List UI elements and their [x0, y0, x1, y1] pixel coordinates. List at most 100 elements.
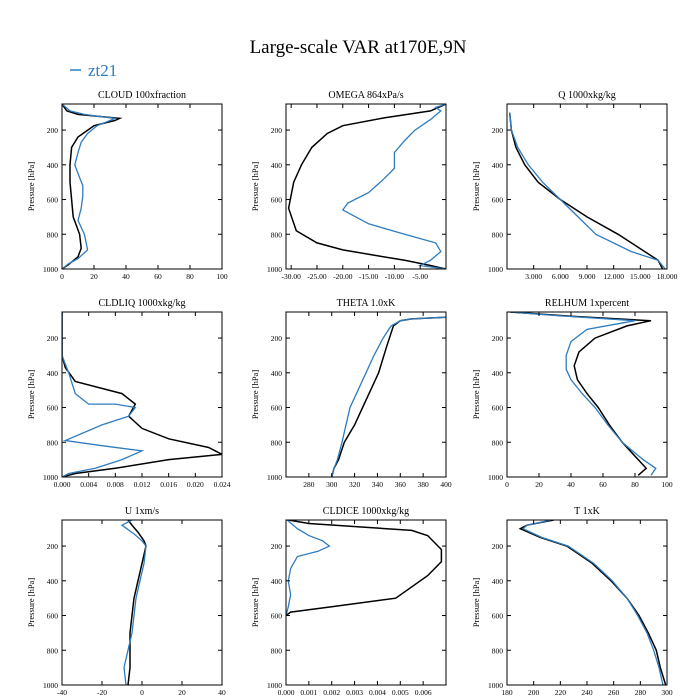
y-tick-label: 600 — [492, 612, 504, 621]
x-tick-label: 180 — [501, 688, 513, 697]
y-tick-label: 800 — [47, 230, 59, 239]
plot-frame — [506, 103, 668, 270]
x-tick-label: -5.00 — [412, 272, 428, 281]
x-tick-label: -10.00 — [385, 272, 405, 281]
x-tick-label: 18.000 — [657, 272, 678, 281]
panel-title: OMEGA 864xPa/s — [328, 90, 403, 101]
x-tick-label: 20 — [535, 480, 543, 489]
y-tick-label: 1000 — [267, 473, 282, 482]
x-tick-label: 260 — [608, 688, 620, 697]
x-tick-label: 0.003 — [346, 688, 363, 697]
x-tick-label: 300 — [326, 480, 338, 489]
y-tick-label: 200 — [271, 334, 283, 343]
x-tick-label: 40 — [122, 272, 130, 281]
x-tick-label: 40 — [567, 480, 575, 489]
panel-title: CLOUD 100xfraction — [98, 90, 186, 101]
chart-panel-4: CLDLIQ 1000xkg/kg 0.000 0.004 0.008 0.012 0.0… — [26, 298, 231, 489]
y-tick-label: 400 — [492, 161, 504, 170]
x-tick-label: 0.024 — [214, 480, 231, 489]
y-axis-label: Pressure [hPa] — [250, 162, 260, 212]
series-line-black — [286, 520, 443, 617]
x-tick-label: 280 — [635, 688, 647, 697]
x-tick-label: 12.000 — [603, 272, 624, 281]
y-axis-label: Pressure [hPa] — [26, 162, 36, 212]
y-tick-label: 200 — [492, 334, 504, 343]
y-tick-label: 600 — [271, 404, 283, 413]
x-tick-label: 20 — [178, 688, 186, 697]
x-tick-label: 0.001 — [300, 688, 317, 697]
y-tick-label: 1000 — [488, 473, 503, 482]
series-line-black — [510, 312, 652, 476]
x-tick-label: 20 — [90, 272, 98, 281]
panel-title: CLDICE 1000xkg/kg — [323, 506, 409, 517]
x-tick-label: 0.020 — [187, 480, 204, 489]
y-tick-label: 1000 — [43, 681, 58, 690]
series-line-black — [62, 312, 222, 477]
panel-title: RELHUM 1xpercent — [545, 298, 629, 309]
chart-panel-1: CLOUD 100xfraction 0 20 40 60 80 100 200 400 600 8… — [26, 90, 228, 281]
panel-title: THETA 1.0xK — [337, 298, 396, 309]
series-line-blue — [331, 316, 446, 477]
chart-panel-7: U 1xm/s -40 -20 0 20 40 200 400 600 800 1000 Pressu… — [26, 506, 226, 697]
y-tick-label: 800 — [492, 438, 504, 447]
panel-title: U 1xm/s — [125, 506, 159, 517]
chart-panel-2: OMEGA 864xPa/s -30.00 -25.00 -20.00 -15.00 -1… — [250, 90, 447, 281]
figure-title: Large-scale VAR at170E,9N — [250, 37, 467, 58]
x-tick-label: 360 — [395, 480, 407, 489]
y-tick-label: 400 — [271, 161, 283, 170]
y-tick-label: 800 — [271, 438, 283, 447]
x-tick-label: 0.012 — [134, 480, 151, 489]
series-line-blue — [120, 520, 147, 685]
plot-frame — [61, 519, 223, 686]
y-tick-label: 1000 — [43, 265, 58, 274]
y-tick-label: 400 — [492, 577, 504, 586]
x-tick-label: 240 — [581, 688, 593, 697]
y-tick-label: 200 — [492, 126, 504, 135]
x-tick-label: 0.006 — [415, 688, 432, 697]
plot-frame — [506, 311, 668, 478]
x-tick-label: 0.008 — [107, 480, 124, 489]
y-tick-label: 400 — [47, 577, 59, 586]
x-tick-label: 0.002 — [323, 688, 340, 697]
series-line-blue — [62, 104, 118, 269]
y-tick-label: 600 — [271, 196, 283, 205]
y-axis-label: Pressure [hPa] — [250, 578, 260, 628]
plot-frame — [506, 519, 668, 686]
x-tick-label: -20.00 — [333, 272, 353, 281]
x-tick-label: -15.00 — [359, 272, 379, 281]
y-axis-label: Pressure [hPa] — [471, 370, 481, 420]
x-tick-label: 60 — [154, 272, 162, 281]
y-tick-label: 200 — [271, 542, 283, 551]
x-tick-label: 40 — [218, 688, 226, 697]
y-tick-label: 800 — [492, 230, 504, 239]
x-tick-label: 0.000 — [278, 688, 295, 697]
chart-panel-3: Q 1000xkg/kg 3.000 6.000 9.000 12.000 15.000 1… — [471, 90, 678, 281]
y-tick-label: 400 — [492, 369, 504, 378]
y-axis-label: Pressure [hPa] — [26, 370, 36, 420]
plot-frame — [285, 519, 447, 686]
y-tick-label: 400 — [271, 369, 283, 378]
chart-panel-9: T 1xK 180 200 220 240 260 280 300 200 400 600 800 10… — [471, 506, 673, 697]
panel-title: CLDLIQ 1000xkg/kg — [99, 298, 186, 309]
panel-title: Q 1000xkg/kg — [558, 90, 616, 101]
y-axis-label: Pressure [hPa] — [26, 578, 36, 628]
series-line-black — [508, 112, 664, 269]
series-line-blue — [510, 312, 657, 476]
y-tick-label: 600 — [271, 612, 283, 621]
x-tick-label: -25.00 — [307, 272, 327, 281]
plot-frame — [285, 311, 447, 478]
series-line-black — [330, 316, 446, 477]
y-tick-label: 1000 — [488, 265, 503, 274]
series-line-blue — [521, 520, 664, 685]
x-tick-label: 400 — [440, 480, 452, 489]
x-tick-label: 9.000 — [579, 272, 596, 281]
x-tick-label: 80 — [186, 272, 194, 281]
series-line-blue — [286, 520, 331, 616]
x-tick-label: 15.000 — [630, 272, 651, 281]
x-tick-label: 60 — [599, 480, 607, 489]
chart-panel-6: RELHUM 1xpercent 0 20 40 60 80 100 200 400 600 800… — [471, 298, 673, 489]
chart-panel-5: THETA 1.0xK 280 300 320 340 360 380 400 200 400 60… — [250, 298, 452, 489]
y-tick-label: 1000 — [267, 265, 282, 274]
x-tick-label: 300 — [661, 688, 673, 697]
